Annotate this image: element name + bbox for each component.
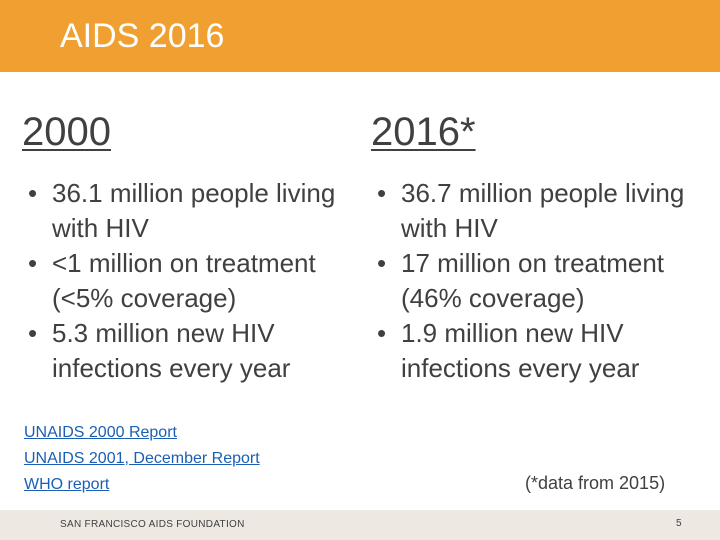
bullet-item: • 36.1 million people living with HIV (22, 176, 362, 246)
bullet-text: 1.9 million new HIV infections every yea… (401, 318, 640, 383)
bullet-dot: • (28, 318, 38, 348)
bullet-item: • 17 million on treatment (46% coverage) (371, 246, 711, 316)
bullet-dot: • (377, 178, 387, 208)
slide-title: AIDS 2016 (60, 17, 225, 55)
bullet-text: 36.7 million people living with HIV (401, 178, 685, 243)
bullet-text: 17 million on treatment (46% coverage) (401, 248, 665, 313)
data-source-note: (*data from 2015) (525, 473, 666, 493)
slide-header-bar: AIDS 2016 (0, 0, 720, 72)
bullet-list-2016: • 36.7 million people living with HIV • 17… (371, 176, 711, 386)
bullet-text: 36.1 million people living with HIV (52, 178, 336, 243)
bullet-text: 5.3 million new HIV infections every yea… (52, 318, 291, 383)
bullet-item: • 1.9 million new HIV infections every ye… (371, 316, 711, 386)
bullet-dot: • (377, 248, 387, 278)
bullet-dot: • (377, 318, 387, 348)
link-unaids-2000-report[interactable]: UNAIDS 2000 Report (24, 424, 177, 441)
bullet-dot: • (28, 248, 38, 278)
column-heading-2016: 2016* (371, 110, 476, 154)
bullet-dot: • (28, 178, 38, 208)
page-number: 5 (676, 518, 682, 529)
link-who-report[interactable]: WHO report (24, 476, 110, 493)
column-heading-2000: 2000 (22, 110, 111, 154)
footer-organization: SAN FRANCISCO AIDS FOUNDATION (60, 519, 245, 530)
bullet-item: • 36.7 million people living with HIV (371, 176, 711, 246)
slide-footer: SAN FRANCISCO AIDS FOUNDATION 5 (0, 510, 720, 540)
bullet-item: • 5.3 million new HIV infections every ye… (22, 316, 362, 386)
bullet-list-2000: • 36.1 million people living with HIV • <1… (22, 176, 362, 386)
reference-links: UNAIDS 2000 Report UNAIDS 2001, December… (24, 420, 260, 498)
link-unaids-2001-december-report[interactable]: UNAIDS 2001, December Report (24, 450, 260, 467)
bullet-text: <1 million on treatment (<5% coverage) (52, 248, 316, 313)
bullet-item: • <1 million on treatment (<5% coverage) (22, 246, 362, 316)
